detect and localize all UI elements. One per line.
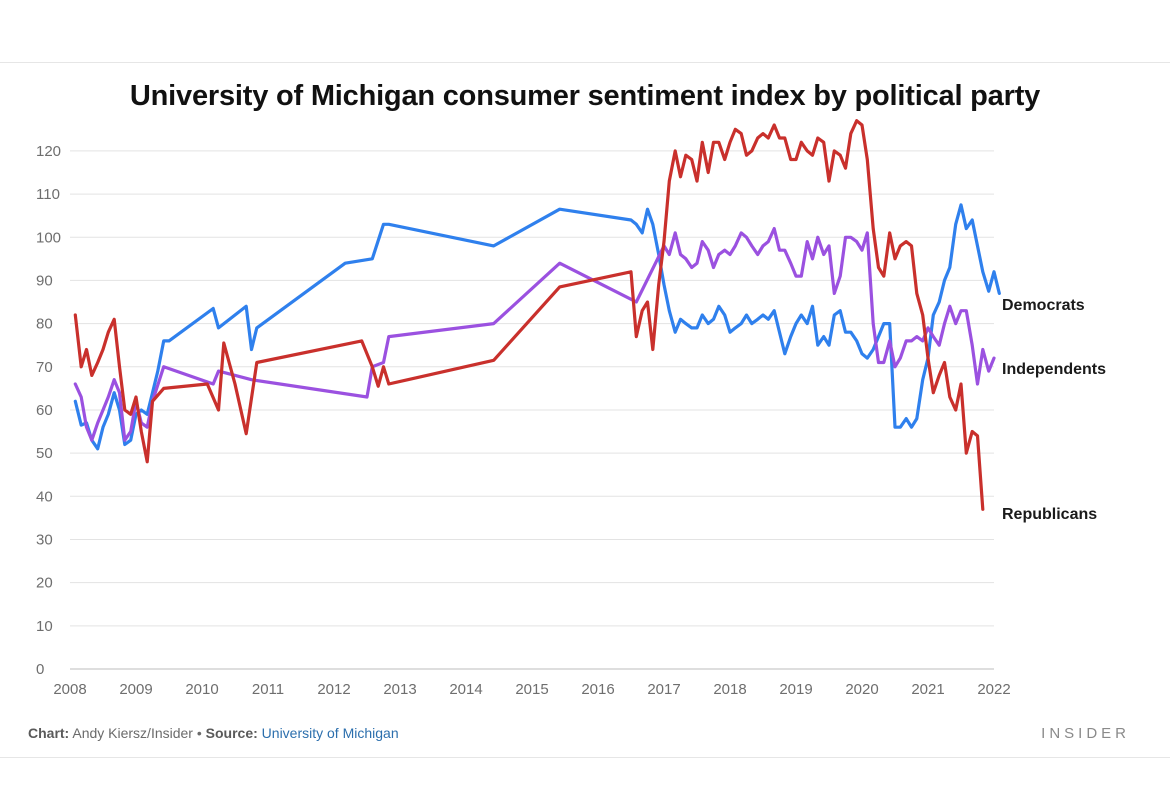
x-tick-label: 2022	[977, 681, 1010, 698]
y-tick-label: 80	[36, 316, 53, 333]
chart-label: Chart:	[28, 725, 70, 741]
y-tick-label: 50	[36, 445, 53, 462]
x-tick-label: 2016	[581, 681, 614, 698]
source-link[interactable]: University of Michigan	[257, 725, 399, 741]
series-line-republicans	[73, 119, 985, 511]
y-axis-labels: 0 10 20 30 40 50 60 70 80 90 100 110 120	[36, 143, 61, 678]
series-line-independents	[73, 227, 996, 442]
series-label-independents: Independents	[1002, 361, 1106, 378]
x-tick-label: 2011	[252, 681, 284, 698]
series-label-republicans: Republicans	[1002, 506, 1097, 523]
y-tick-label: 110	[36, 186, 60, 203]
x-tick-label: 2015	[515, 681, 548, 698]
x-tick-label: 2012	[317, 681, 350, 698]
y-tick-label: 60	[36, 402, 53, 419]
chart-credit: Chart: Andy Kiersz/Insider • Source: Uni…	[28, 725, 399, 741]
y-tick-label: 90	[36, 272, 53, 289]
bottom-divider	[0, 757, 1170, 758]
chart-author: Andy Kiersz/Insider	[69, 725, 193, 741]
x-tick-label: 2018	[713, 681, 746, 698]
series-line-democrats	[73, 203, 1001, 451]
y-tick-label: 100	[36, 229, 61, 246]
x-tick-label: 2017	[647, 681, 680, 698]
series-labels: Democrats Independents Republicans	[1002, 297, 1106, 523]
y-tick-label: 120	[36, 143, 61, 160]
x-tick-label: 2008	[53, 681, 86, 698]
gridlines	[70, 150, 994, 670]
credit-separator: •	[192, 725, 206, 741]
top-divider	[0, 62, 1170, 63]
y-tick-label: 70	[36, 359, 53, 376]
y-tick-label: 20	[36, 575, 53, 592]
series-label-democrats: Democrats	[1002, 297, 1085, 314]
x-tick-label: 2013	[383, 681, 416, 698]
source-label: Source:	[205, 725, 258, 741]
x-tick-label: 2020	[845, 681, 878, 698]
insider-logo: INSIDER	[1041, 725, 1130, 742]
x-tick-label: 2009	[119, 681, 152, 698]
y-tick-label: 40	[36, 488, 53, 505]
x-tick-label: 2019	[779, 681, 812, 698]
y-tick-label: 0	[36, 661, 44, 678]
line-chart: 0 10 20 30 40 50 60 70 80 90 100 110 120 2008 2009 201…	[36, 119, 1106, 698]
x-axis-labels: 2008 2009 2010 2011 2012 2013 2014 2015 2016 2017…	[53, 681, 1010, 698]
x-tick-label: 2014	[449, 681, 482, 698]
x-tick-label: 2021	[911, 681, 944, 698]
y-tick-label: 10	[36, 618, 53, 635]
x-tick-label: 2010	[185, 681, 218, 698]
series-lines	[73, 119, 1001, 511]
chart-title: University of Michigan consumer sentimen…	[129, 80, 1041, 112]
y-tick-label: 30	[36, 531, 53, 548]
